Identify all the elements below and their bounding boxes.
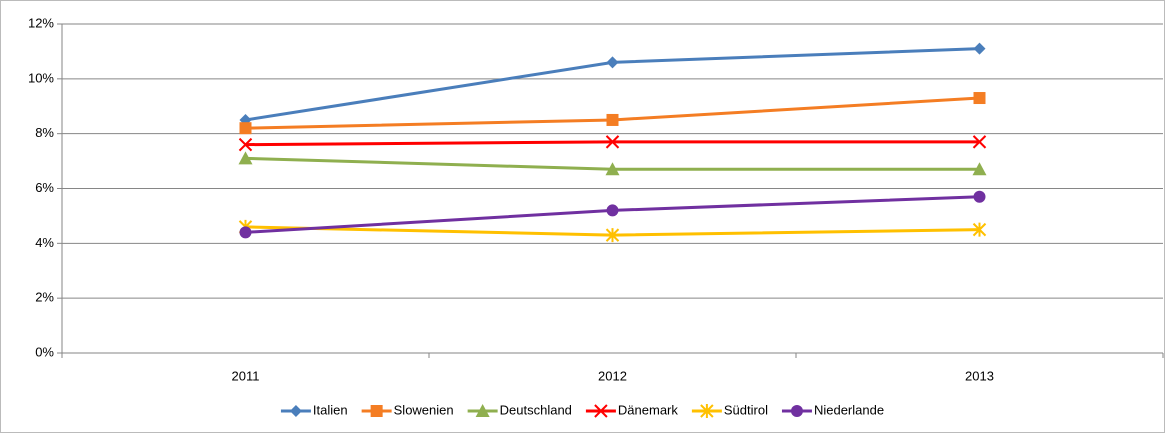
marker (606, 56, 619, 69)
marker (605, 135, 620, 149)
y-tick-label: 8% (35, 125, 54, 140)
marker (972, 162, 987, 176)
marker (239, 226, 252, 239)
marker (289, 405, 302, 417)
marker (370, 405, 383, 417)
marker (594, 404, 608, 418)
marker (605, 162, 620, 176)
legend-label: Niederlande (814, 402, 884, 417)
marker (700, 404, 714, 418)
marker (605, 228, 620, 243)
marker (606, 113, 619, 126)
x-tick-label: 2012 (598, 368, 627, 383)
legend: Italien Slowenien Deutschland Dänemark Südti… (280, 402, 884, 418)
y-tick-label: 4% (35, 235, 54, 250)
y-tick-label: 6% (35, 180, 54, 195)
x-tick-label: 2013 (965, 368, 994, 383)
marker (973, 92, 986, 105)
legend-label: Deutschland (500, 402, 572, 417)
legend-label: Dänemark (618, 402, 678, 417)
y-tick-label: 12% (28, 15, 54, 30)
legend-label: Slowenien (394, 402, 454, 417)
legend-label: Italien (313, 402, 348, 417)
marker (973, 190, 986, 203)
marker (475, 404, 490, 417)
y-tick-label: 10% (28, 70, 54, 85)
y-tick-label: 0% (35, 344, 54, 359)
marker (239, 122, 252, 135)
marker (972, 135, 987, 149)
marker (238, 137, 253, 152)
marker (606, 204, 619, 217)
x-tick-label: 2011 (232, 368, 260, 383)
marker (973, 42, 986, 55)
y-tick-label: 2% (35, 290, 54, 305)
marker (238, 151, 253, 165)
legend-label: Südtirol (724, 402, 768, 417)
marker (790, 405, 803, 417)
marker (972, 222, 987, 237)
